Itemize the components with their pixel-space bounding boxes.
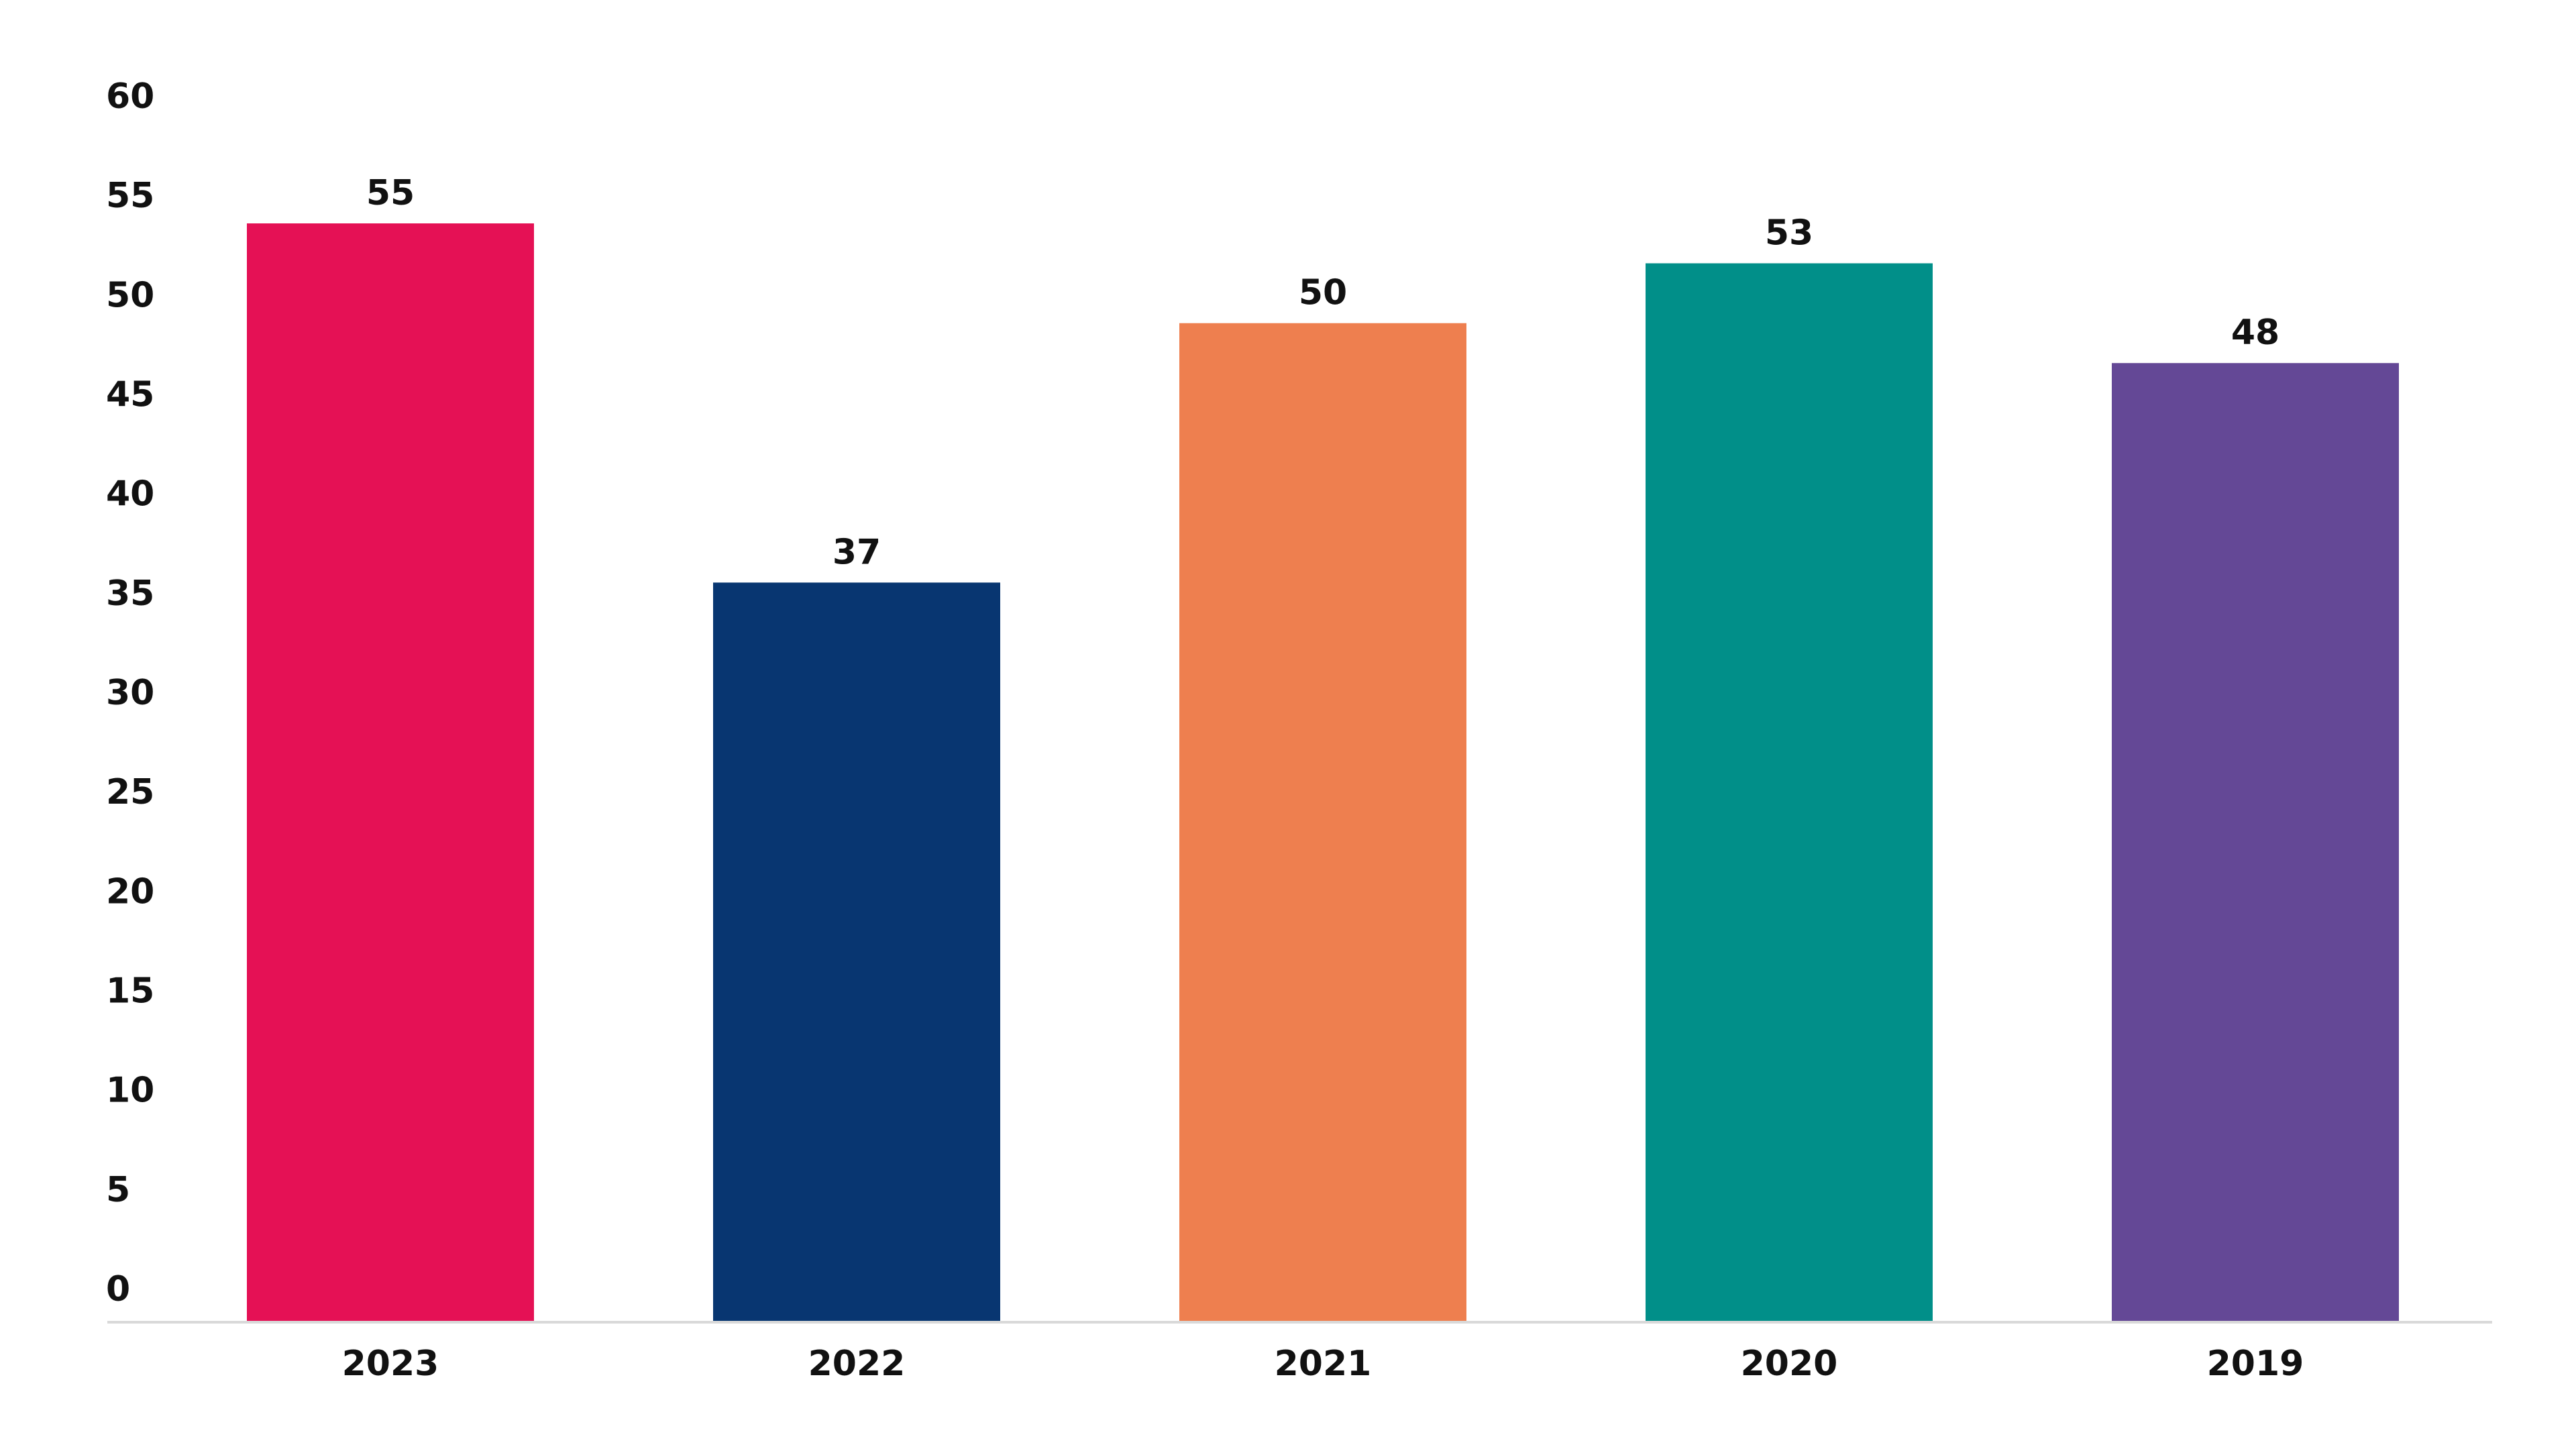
x-tick-label-2020: 2020 (1741, 1344, 1838, 1384)
data-label-2019: 48 (2231, 313, 2279, 353)
x-tick-label-2019: 2019 (2207, 1344, 2304, 1384)
data-label-2021: 50 (1299, 273, 1347, 313)
y-tick-label: 40 (106, 474, 154, 515)
y-tick-label: 50 (106, 275, 154, 315)
y-tick-label: 20 (106, 871, 154, 912)
y-tick-label: 55 (106, 176, 154, 216)
y-tick-label: 25 (106, 772, 154, 812)
data-label-2023: 55 (366, 173, 415, 213)
bars (247, 223, 2399, 1321)
bar-2019 (2112, 363, 2399, 1321)
y-axis: 0 5 10 15 20 25 30 35 40 45 50 55 60 (106, 76, 154, 1309)
y-tick-label: 15 (106, 971, 154, 1012)
bar-2023 (247, 223, 534, 1321)
x-tick-label-2023: 2023 (342, 1344, 439, 1384)
x-axis: 2023 2022 2021 2020 2019 (342, 1344, 2304, 1384)
bar-2021 (1179, 323, 1466, 1321)
data-label-2022: 37 (833, 532, 881, 572)
y-tick-label: 30 (106, 673, 154, 713)
y-tick-label: 45 (106, 375, 154, 415)
bar-2022 (713, 582, 1000, 1321)
data-label-2020: 53 (1765, 213, 1813, 253)
x-tick-label-2021: 2021 (1275, 1344, 1372, 1384)
y-tick-label: 60 (106, 76, 154, 117)
y-tick-label: 0 (106, 1269, 130, 1309)
data-labels: 55 37 50 53 48 (366, 173, 2279, 572)
y-tick-label: 10 (106, 1071, 154, 1111)
y-tick-label: 35 (106, 574, 154, 614)
bar-2020 (1646, 263, 1933, 1321)
y-tick-label: 5 (106, 1170, 130, 1210)
x-tick-label-2022: 2022 (808, 1344, 906, 1384)
